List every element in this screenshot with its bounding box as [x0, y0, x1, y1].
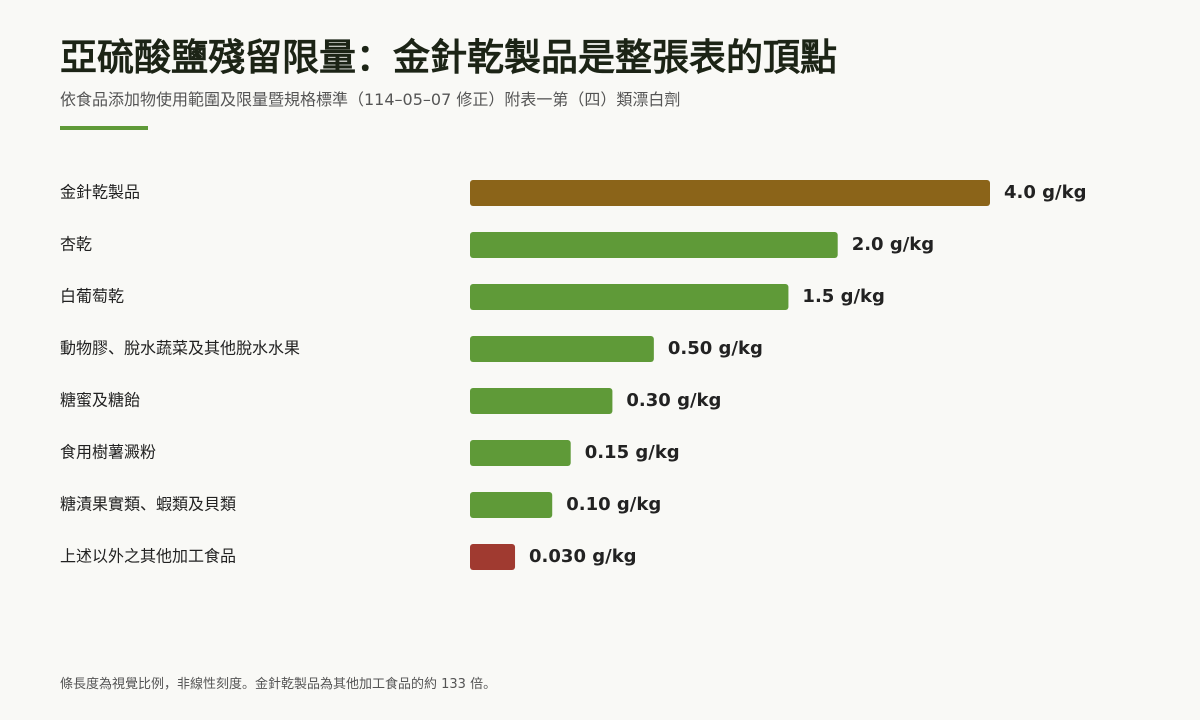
bar	[470, 388, 613, 414]
category-label: 糖蜜及糖飴	[60, 391, 140, 410]
value-label: 0.15 g/kg	[585, 442, 680, 463]
title-accent-rule	[60, 126, 148, 130]
value-label: 0.030 g/kg	[529, 546, 637, 567]
category-label: 金針乾製品	[60, 183, 140, 202]
category-label: 糖漬果實類、蝦類及貝類	[60, 495, 236, 514]
category-label: 杏乾	[60, 235, 92, 254]
value-label: 2.0 g/kg	[852, 234, 934, 255]
value-label: 0.50 g/kg	[668, 338, 763, 359]
value-label: 0.30 g/kg	[626, 390, 721, 411]
bar	[470, 544, 516, 570]
value-label: 0.10 g/kg	[566, 494, 661, 515]
chart-title: 亞硫酸鹽殘留限量：金針乾製品是整張表的頂點	[60, 36, 837, 79]
value-label: 4.0 g/kg	[1004, 182, 1086, 203]
value-label: 1.5 g/kg	[802, 286, 884, 307]
bar	[470, 284, 789, 310]
bar	[470, 180, 990, 206]
bar	[470, 492, 553, 518]
bar-chart: 金針乾製品 4.0 g/kg 杏乾 2.0 g/kg 白葡萄乾 1.5 g/kg 動物膠、脫…	[60, 180, 1086, 570]
category-label: 上述以外之其他加工食品	[60, 547, 236, 566]
category-label: 動物膠、脫水蔬菜及其他脫水水果	[60, 339, 300, 358]
chart-subtitle: 依食品添加物使用範圍及限量暨規格標準（114–05–07 修正）附表一第（四）類…	[60, 90, 681, 109]
category-label: 食用樹薯澱粉	[60, 443, 156, 462]
chart-footnote: 條長度為視覺比例，非線性刻度。金針乾製品為其他加工食品的約 133 倍。	[60, 677, 497, 692]
bar	[470, 440, 571, 466]
category-label: 白葡萄乾	[60, 287, 124, 306]
bar	[470, 232, 838, 258]
bar	[470, 336, 654, 362]
